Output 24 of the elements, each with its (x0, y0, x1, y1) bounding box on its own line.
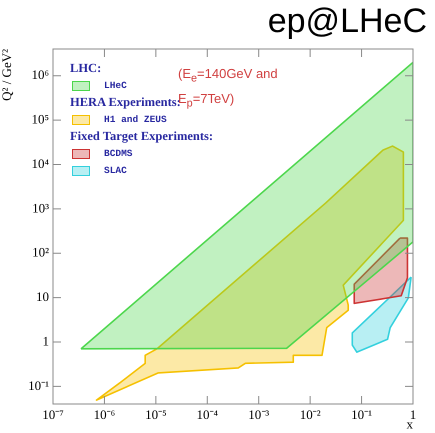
x-tick-label: 10⁻⁷ (42, 407, 64, 422)
x-tick-label: 1 (410, 407, 416, 422)
legend-label: LHeC (104, 80, 127, 91)
x-tick-label: 10⁻⁶ (94, 407, 116, 422)
y-tick-label: 1 (42, 333, 49, 348)
y-tick-label: 10 (36, 289, 49, 304)
x-tick-label: 10⁻² (300, 407, 321, 422)
y-tick-label: 10³ (32, 200, 50, 216)
y-tick-label: 10⁴ (31, 156, 50, 171)
legend-label: H1 and ZEUS (103, 113, 168, 127)
legend-label: SLAC (103, 164, 128, 178)
y-tick-label: 10² (32, 244, 50, 260)
y-tick-label: 10⁵ (31, 112, 49, 127)
y-tick-label: 10⁻¹ (28, 378, 50, 393)
x-tick-label: 10⁻⁴ (196, 407, 219, 422)
annotation: Fixed Target Experiments: (70, 128, 214, 145)
y-axis-title: Q² / GeV² (0, 48, 14, 101)
x-tick-label: 10⁻⁵ (145, 407, 167, 422)
x-tick-label: 10⁻¹ (351, 407, 372, 422)
y-tick-label: 10⁶ (31, 67, 49, 82)
x-tick-label: 10⁻³ (248, 407, 270, 422)
legend-label: BCDMS (103, 147, 134, 161)
annotation: LHC: (70, 61, 102, 75)
chart-title: ep@LHeC (268, 2, 427, 41)
